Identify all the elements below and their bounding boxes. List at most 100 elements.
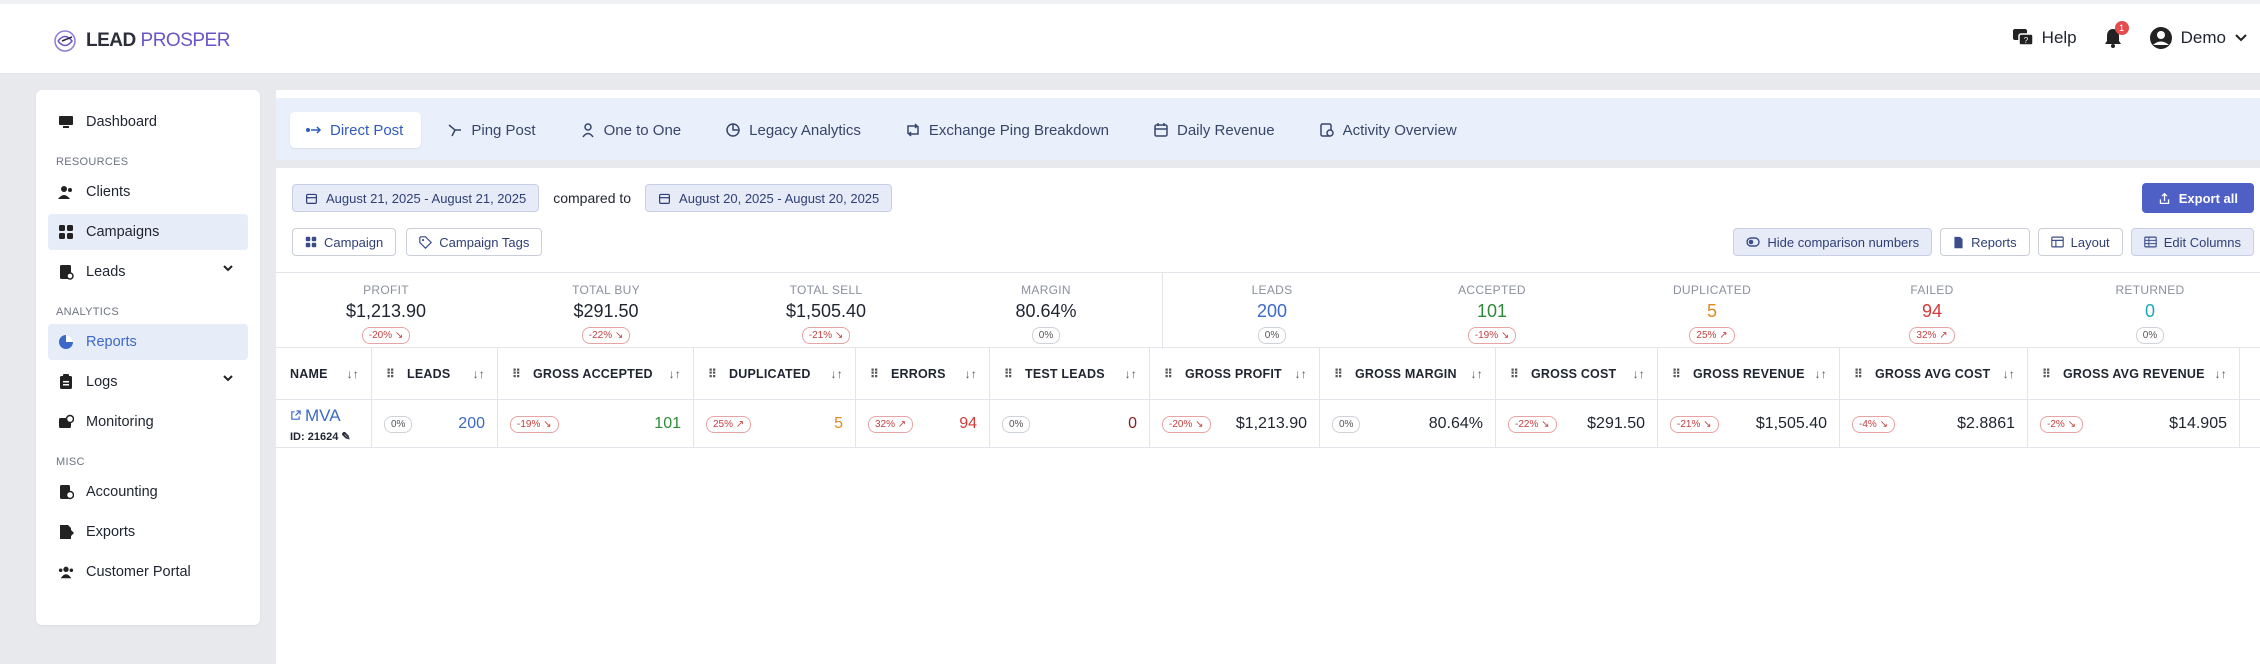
sidebar-item-accounting[interactable]: Accounting xyxy=(48,474,248,510)
column-header-gross-margin[interactable]: ⠿ GROSS MARGIN ↓↑ xyxy=(1320,348,1496,400)
campaign-filter[interactable]: Campaign xyxy=(292,228,397,256)
stat-label: DUPLICATED xyxy=(1672,283,1752,297)
tab-daily-revenue[interactable]: Daily Revenue xyxy=(1137,112,1293,148)
drag-handle-icon[interactable]: ⠿ xyxy=(2042,367,2051,381)
column-header-gross-cost[interactable]: ⠿ GROSS COST ↓↑ xyxy=(1496,348,1658,400)
date-range-picker[interactable]: August 21, 2025 - August 21, 2025 xyxy=(292,184,540,212)
change-badge: -4% ↘ xyxy=(1852,415,1895,433)
sort-icon[interactable]: ↓↑ xyxy=(472,367,485,381)
pie-chart-icon xyxy=(58,334,74,350)
stat-value: 0 xyxy=(2144,301,2155,321)
column-header-gross-profit[interactable]: ⠿ GROSS PROFIT ↓↑ xyxy=(1150,348,1320,400)
column-header-leads[interactable]: ⠿ LEADS ↓↑ xyxy=(372,348,498,400)
change-badge: 0% xyxy=(1332,415,1361,433)
sort-icon[interactable]: ↓↑ xyxy=(964,367,977,381)
sort-icon[interactable]: ↓↑ xyxy=(1814,367,1827,381)
hide-comparison-label: Hide comparison numbers xyxy=(1767,234,1920,250)
tab-ping-post[interactable]: Ping Post xyxy=(431,112,553,148)
sidebar-item-campaigns[interactable]: Campaigns xyxy=(48,214,248,250)
sort-icon[interactable]: ↓↑ xyxy=(346,367,359,381)
tab-exchange-ping-breakdown[interactable]: Exchange Ping Breakdown xyxy=(889,112,1127,148)
header-label: GROSS AVG COST xyxy=(1875,367,1991,381)
tab-one-to-one[interactable]: One to One xyxy=(564,112,700,148)
sort-icon[interactable]: ↓↑ xyxy=(668,367,681,381)
drag-handle-icon[interactable]: ⠿ xyxy=(1854,367,1863,381)
logo[interactable]: LEAD PROSPER xyxy=(52,28,230,54)
header-label: GROSS MARGIN xyxy=(1355,367,1457,381)
sidebar-item-monitoring[interactable]: Monitoring xyxy=(48,404,248,440)
change-text: -21% xyxy=(808,330,833,341)
stat-value: 101 xyxy=(1476,301,1508,321)
drag-handle-icon[interactable]: ⠿ xyxy=(1510,367,1519,381)
trend-down-icon: ↘ xyxy=(614,330,624,341)
user-menu[interactable]: Demo xyxy=(2149,26,2248,50)
drag-handle-icon[interactable]: ⠿ xyxy=(512,367,521,381)
export-all-button[interactable]: Export all xyxy=(2141,183,2254,213)
drag-handle-icon[interactable]: ⠿ xyxy=(1334,367,1343,381)
campaign-link[interactable]: MVA xyxy=(290,406,341,426)
drag-handle-icon[interactable]: ⠿ xyxy=(708,367,717,381)
header-label: GROSS ACCEPTED xyxy=(533,367,653,381)
column-header-duplicated[interactable]: ⠿ DUPLICATED ↓↑ xyxy=(694,348,856,400)
campaign-tags-filter[interactable]: Campaign Tags xyxy=(406,228,543,256)
header-label: ERRORS xyxy=(891,367,946,381)
trend-down-icon: ↘ xyxy=(543,418,552,430)
sort-icon[interactable]: ↓↑ xyxy=(830,367,843,381)
sidebar-item-clients[interactable]: Clients xyxy=(48,174,248,210)
layout-button-label: Layout xyxy=(2070,234,2110,250)
header-label: GROSS COST xyxy=(1531,367,1617,381)
column-header-name[interactable]: NAME ↓↑ xyxy=(276,348,372,400)
drag-handle-icon[interactable]: ⠿ xyxy=(1004,367,1013,381)
drag-handle-icon[interactable]: ⠿ xyxy=(386,367,395,381)
sort-icon[interactable]: ↓↑ xyxy=(2002,367,2015,381)
change-badge: 0% xyxy=(1002,415,1031,433)
sort-icon[interactable]: ↓↑ xyxy=(2214,367,2227,381)
reports-button[interactable]: Reports xyxy=(1940,228,2030,256)
drag-handle-icon[interactable]: ⠿ xyxy=(1164,367,1173,381)
sidebar-item-reports[interactable]: Reports xyxy=(48,324,248,360)
cell-errors: 32% ↗ 94 xyxy=(856,400,990,448)
help-button[interactable]: ? Help xyxy=(2012,28,2077,48)
cell-value: 5 xyxy=(834,415,843,432)
sidebar-item-logs[interactable]: Logs xyxy=(48,364,248,400)
sidebar-item-leads[interactable]: Leads xyxy=(48,254,248,290)
tab-legacy-analytics[interactable]: Legacy Analytics xyxy=(709,112,879,148)
sort-icon[interactable]: ↓↑ xyxy=(1294,367,1307,381)
stat-total-buy: TOTAL BUY $291.50 -22% ↘ xyxy=(496,273,716,344)
sort-icon[interactable]: ↓↑ xyxy=(1632,367,1645,381)
compare-range-picker[interactable]: August 20, 2025 - August 20, 2025 xyxy=(645,184,893,212)
sidebar-item-dashboard[interactable]: Dashboard xyxy=(48,104,248,140)
notification-badge: 1 xyxy=(2114,21,2129,35)
sidebar-item-exports[interactable]: Exports xyxy=(48,514,248,550)
sort-icon[interactable]: ↓↑ xyxy=(1124,367,1137,381)
compared-to-label: compared to xyxy=(553,190,632,206)
summary-divider xyxy=(1162,273,1163,349)
tab-activity-overview[interactable]: Activity Overview xyxy=(1303,112,1475,148)
cell-name: MVA ID: 21624 ✎ xyxy=(276,400,372,448)
cell-value: $291.50 xyxy=(1587,415,1645,432)
column-header-errors[interactable]: ⠿ ERRORS ↓↑ xyxy=(856,348,990,400)
table-icon xyxy=(2143,236,2157,248)
cell-gross-profit: -20% ↘ $1,213.90 xyxy=(1150,400,1320,448)
sort-icon[interactable]: ↓↑ xyxy=(1470,367,1483,381)
stat-margin: MARGIN 80.64% 0% xyxy=(936,273,1156,344)
hide-comparison-toggle[interactable]: Hide comparison numbers xyxy=(1733,228,1933,256)
tab-direct-post[interactable]: Direct Post xyxy=(290,112,422,148)
column-header-gross-accepted[interactable]: ⠿ GROSS ACCEPTED ↓↑ xyxy=(498,348,694,400)
campaign-id[interactable]: ID: 21624 ✎ xyxy=(290,430,351,443)
column-header-test-leads[interactable]: ⠿ TEST LEADS ↓↑ xyxy=(990,348,1150,400)
people-group-icon xyxy=(58,564,74,580)
column-header-gross-avg-cost[interactable]: ⠿ GROSS AVG COST ↓↑ xyxy=(1840,348,2028,400)
notifications-button[interactable]: 1 xyxy=(2103,21,2129,49)
layout-button[interactable]: Layout xyxy=(2037,228,2123,256)
sidebar-item-customer-portal[interactable]: Customer Portal xyxy=(48,554,248,590)
change-badge: 32% ↗ xyxy=(868,415,914,433)
clipboard-icon xyxy=(58,374,74,390)
change-badge: 25% ↗ xyxy=(706,415,752,433)
column-header-gross-avg-revenue[interactable]: ⠿ GROSS AVG REVENUE ↓↑ xyxy=(2028,348,2240,400)
drag-handle-icon[interactable]: ⠿ xyxy=(1672,367,1681,381)
drag-handle-icon[interactable]: ⠿ xyxy=(870,367,879,381)
edit-columns-button[interactable]: Edit Columns xyxy=(2130,228,2254,256)
change-text: -19% xyxy=(1474,330,1499,341)
column-header-gross-revenue[interactable]: ⠿ GROSS REVENUE ↓↑ xyxy=(1658,348,1840,400)
